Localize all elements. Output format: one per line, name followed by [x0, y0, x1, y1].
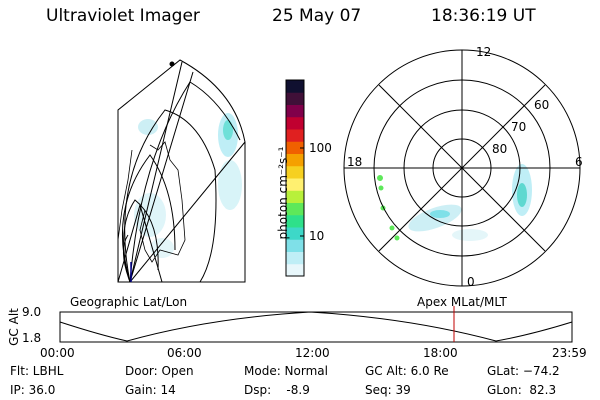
- colorbar-segment: [286, 92, 304, 105]
- polar-emission: [377, 164, 532, 241]
- info-door: Door: Open: [125, 364, 194, 378]
- colorbar-segment: [286, 165, 304, 179]
- geographic-caption: Geographic Lat/Lon: [70, 295, 188, 309]
- colorbar: [286, 80, 304, 277]
- instrument-title: Ultraviolet Imager: [46, 6, 200, 26]
- colorbar-segment: [286, 190, 304, 203]
- info-gcalt: GC Alt: 6.0 Re: [365, 364, 449, 378]
- altitude-panel: [59, 306, 573, 343]
- info-flt: Flt: LBHL: [10, 364, 64, 378]
- colorbar-segment: [286, 141, 304, 154]
- lat-label-80: 80: [492, 142, 508, 156]
- time-label: 18:36:19 UT: [431, 6, 536, 26]
- colorbar-segment: [286, 80, 304, 93]
- polar-caption: Apex MLat/MLT: [417, 295, 507, 309]
- info-glon: GLon: 82.3: [487, 383, 557, 397]
- time-tick-2359: 23:59: [552, 346, 587, 360]
- colorbar-segment: [286, 202, 304, 216]
- info-dsp: Dsp: -8.9: [244, 383, 310, 397]
- info-ip: IP: 36.0: [10, 383, 56, 397]
- info-seq: Seq: 39: [365, 383, 411, 397]
- altitude-tick-min: 1.8: [22, 331, 42, 345]
- altitude-tick-max: 9.0: [22, 305, 42, 319]
- lat-label-70: 70: [511, 120, 527, 134]
- colorbar-tick-10: 10: [309, 229, 325, 243]
- colorbar-frame: [285, 79, 305, 277]
- mlt-label-18: 18: [347, 155, 363, 169]
- colorbar-segment: [286, 214, 304, 228]
- time-tick-0600: 06:00: [167, 346, 202, 360]
- info-mode: Mode: Normal: [244, 364, 328, 378]
- altitude-axis-label: GC Alt: [7, 308, 21, 346]
- colorbar-segment: [286, 178, 304, 191]
- geo-emission: [134, 113, 242, 258]
- date-label: 25 May 07: [272, 6, 362, 26]
- time-tick-1800: 18:00: [423, 346, 458, 360]
- info-glat: GLat: −74.2: [487, 364, 560, 378]
- geographic-plot: [117, 59, 246, 283]
- time-tick-0000: 00:00: [40, 346, 75, 360]
- colorbar-segment: [286, 227, 304, 240]
- polar-plot: [343, 49, 581, 287]
- colorbar-segment: [286, 104, 304, 118]
- mlt-label-6: 6: [575, 155, 583, 169]
- info-gain: Gain: 14: [125, 383, 176, 397]
- time-tick-1200: 12:00: [295, 346, 330, 360]
- colorbar-unit-label: photon cm⁻²s⁻¹: [276, 146, 290, 240]
- mlt-label-0: 0: [467, 275, 475, 289]
- mlt-label-12: 12: [476, 45, 492, 59]
- colorbar-segment: [286, 129, 304, 142]
- colorbar-segment: [286, 263, 304, 277]
- colorbar-segment: [286, 153, 304, 167]
- colorbar-segment: [286, 251, 304, 265]
- colorbar-segment: [286, 239, 304, 252]
- colorbar-segment: [286, 116, 304, 130]
- colorbar-tick-100: 100: [309, 141, 332, 155]
- lat-label-60: 60: [534, 98, 550, 112]
